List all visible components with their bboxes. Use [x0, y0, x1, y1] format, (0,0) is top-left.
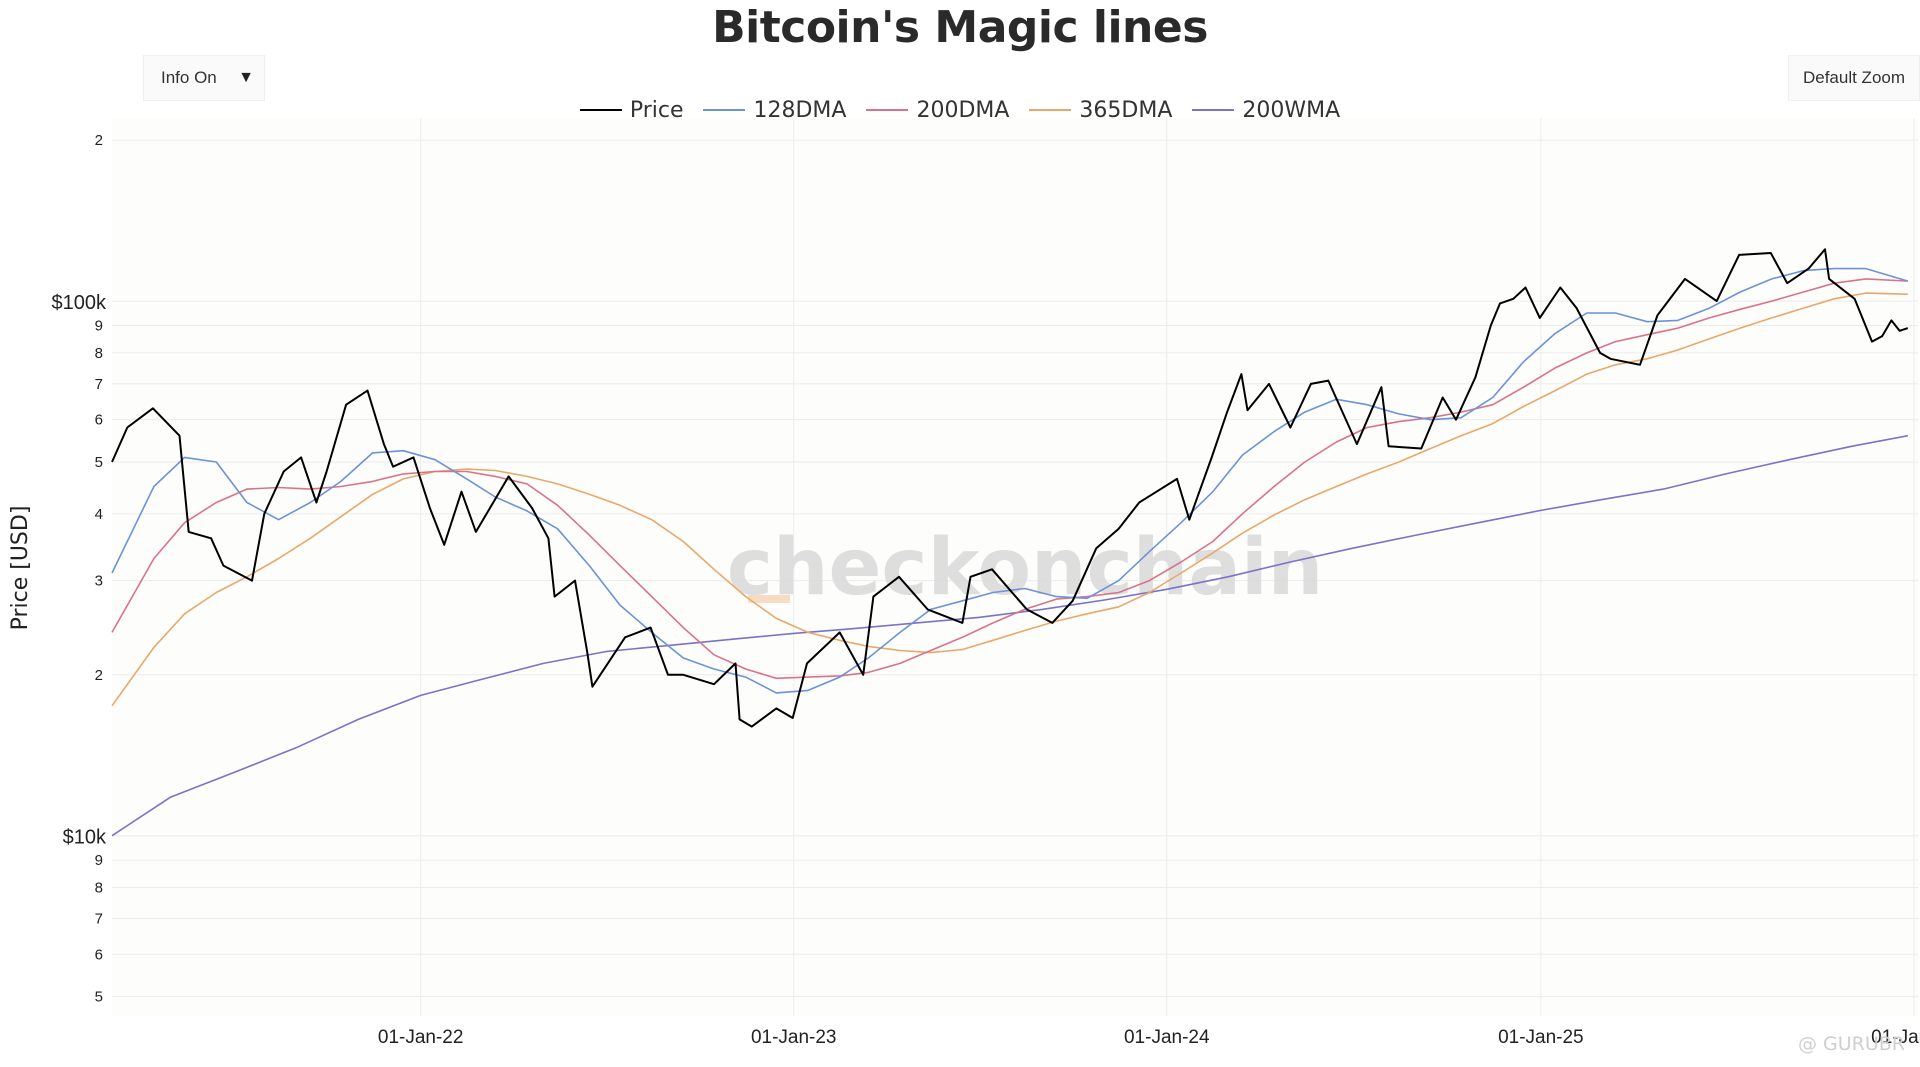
x-tick-label: 01-Jan-25	[1498, 1027, 1584, 1048]
y-tick-label: 8	[95, 345, 103, 362]
info-dropdown-label: Info On	[161, 68, 217, 87]
default-zoom-button[interactable]: Default Zoom	[1788, 55, 1920, 101]
watermark-text: checkonchain	[727, 523, 1323, 613]
legend-swatch-365dma	[1029, 109, 1072, 111]
chart-title: Bitcoin's Magic lines	[712, 2, 1208, 53]
chevron-down-icon: ▼	[238, 69, 254, 86]
x-tick-label: 01-Jan-24	[1124, 1027, 1210, 1048]
y-tick-label: 9	[95, 852, 103, 869]
legend-swatch-200wma	[1192, 109, 1235, 111]
y-tick-label: 2	[95, 132, 103, 149]
y-tick-label-major: $100k	[52, 292, 107, 314]
y-axis-title: Price [USD]	[8, 506, 33, 631]
y-tick-label-major: $10k	[63, 827, 107, 849]
grid-lines	[112, 118, 1918, 1016]
y-tick-label: 8	[95, 880, 103, 897]
y-tick-label: 5	[95, 454, 103, 471]
y-tick-label: 6	[95, 946, 103, 963]
y-tick-label: 9	[95, 318, 103, 335]
plot-area	[112, 118, 1918, 1016]
x-tick-label: 01-Jan-26	[1871, 1027, 1920, 1048]
x-tick-label: 01-Jan-23	[751, 1027, 837, 1048]
legend-swatch-128dma	[703, 109, 746, 111]
y-tick-label: 5	[95, 989, 103, 1006]
watermark: checkonchain	[727, 523, 1323, 613]
watermark-bar	[748, 595, 790, 603]
series-line-200wma	[111, 434, 1908, 837]
y-tick-label: 4	[95, 506, 103, 523]
y-tick-label: 7	[95, 376, 103, 393]
legend-swatch-price	[579, 109, 622, 111]
y-tick-label: 6	[95, 412, 103, 429]
x-tick-label: 01-Jan-22	[378, 1027, 464, 1048]
y-tick-label: 2	[95, 667, 103, 684]
series-line-price	[111, 248, 1909, 728]
info-dropdown[interactable]: Info On ▼	[143, 55, 265, 101]
series-line-128dma	[111, 267, 1909, 694]
y-tick-label: 3	[95, 573, 103, 590]
y-tick-label: 7	[95, 911, 103, 928]
corner-watermark: @ GURUBR	[1798, 1033, 1905, 1055]
legend-swatch-200dma	[866, 109, 909, 111]
